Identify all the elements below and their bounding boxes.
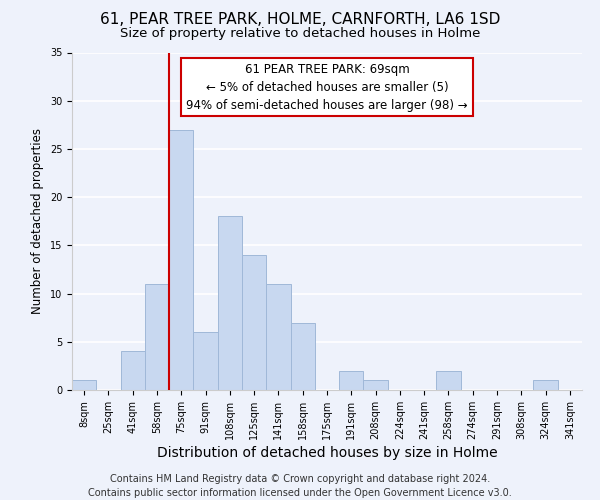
Bar: [169, 130, 193, 390]
Bar: [364, 380, 388, 390]
Bar: [193, 332, 218, 390]
Text: Contains HM Land Registry data © Crown copyright and database right 2024.
Contai: Contains HM Land Registry data © Crown c…: [88, 474, 512, 498]
Bar: [242, 255, 266, 390]
Y-axis label: Number of detached properties: Number of detached properties: [31, 128, 44, 314]
Bar: [533, 380, 558, 390]
Text: Size of property relative to detached houses in Holme: Size of property relative to detached ho…: [120, 28, 480, 40]
Bar: [218, 216, 242, 390]
Bar: [436, 370, 461, 390]
X-axis label: Distribution of detached houses by size in Holme: Distribution of detached houses by size …: [157, 446, 497, 460]
Bar: [266, 284, 290, 390]
Bar: [72, 380, 96, 390]
Bar: [290, 322, 315, 390]
Text: 61, PEAR TREE PARK, HOLME, CARNFORTH, LA6 1SD: 61, PEAR TREE PARK, HOLME, CARNFORTH, LA…: [100, 12, 500, 28]
Bar: [339, 370, 364, 390]
Text: 61 PEAR TREE PARK: 69sqm
← 5% of detached houses are smaller (5)
94% of semi-det: 61 PEAR TREE PARK: 69sqm ← 5% of detache…: [186, 62, 468, 112]
Bar: [145, 284, 169, 390]
Bar: [121, 352, 145, 390]
